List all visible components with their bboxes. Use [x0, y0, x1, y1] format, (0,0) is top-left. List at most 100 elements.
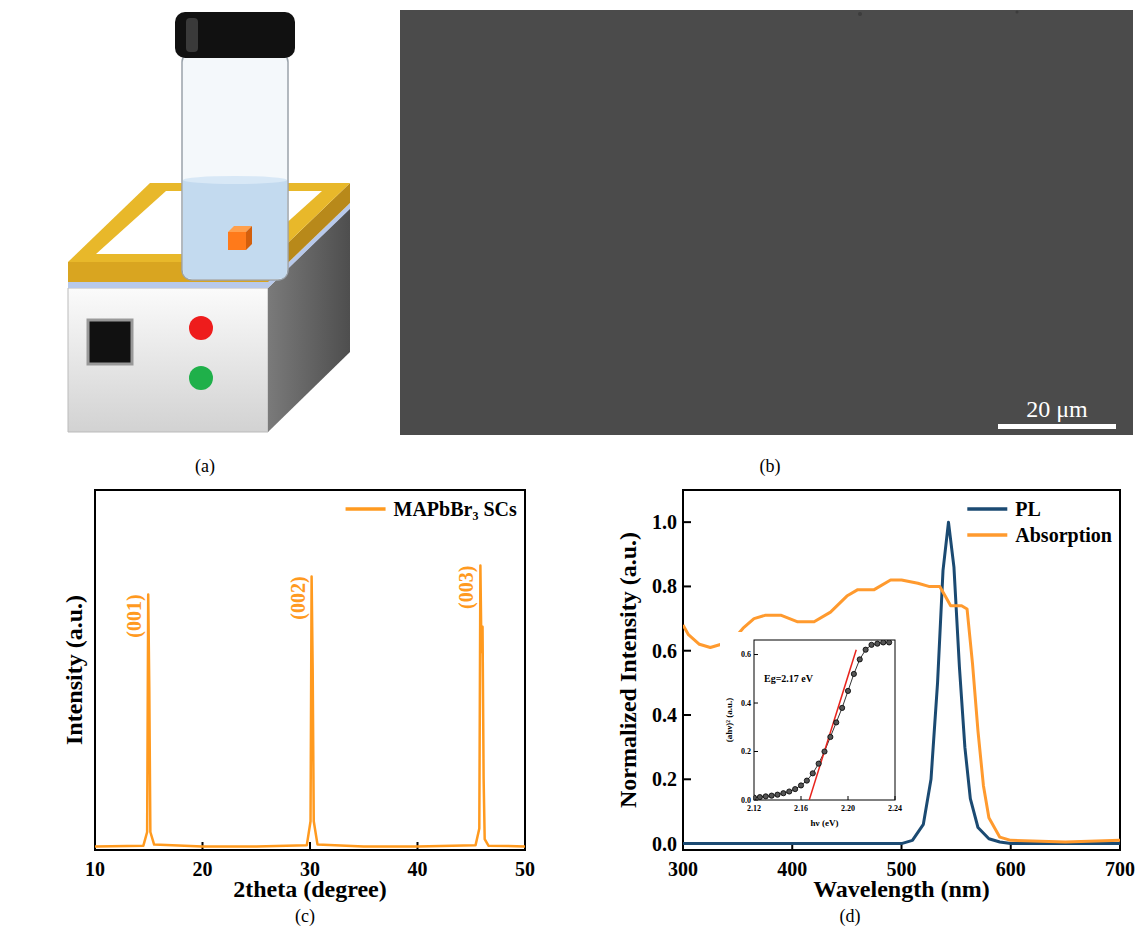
point — [793, 786, 798, 791]
x-axis-title: hν (eV) — [811, 818, 839, 828]
y-tick — [683, 778, 691, 780]
sem-background — [400, 10, 1133, 435]
y-tick — [683, 521, 691, 523]
data — [95, 566, 525, 847]
red-button — [189, 316, 213, 340]
x-tick — [801, 796, 802, 800]
x-tick-label: 2.20 — [841, 804, 855, 813]
point — [881, 640, 886, 645]
y-tick-label: 0.6 — [652, 640, 677, 662]
point — [869, 642, 874, 647]
legend-swatch — [967, 507, 1007, 511]
y-axis-title: Intensity (a.u.) — [61, 595, 87, 745]
data — [683, 522, 1120, 843]
x-tick — [309, 842, 311, 850]
y-tick — [754, 703, 758, 704]
peak-label: (001) — [123, 594, 146, 637]
x-tick-label: 2.16 — [794, 804, 808, 813]
point — [787, 789, 792, 794]
frame — [683, 490, 1120, 850]
peak-label: (002) — [287, 576, 310, 619]
y-tick — [754, 751, 758, 752]
point — [769, 793, 774, 798]
series-line — [95, 566, 525, 847]
y-axis-title: Normalized Intensity (a.u.) — [615, 532, 641, 808]
crystal-front — [228, 232, 246, 250]
point — [757, 794, 762, 799]
x-tick-label: 2.12 — [747, 804, 761, 813]
x-tick-label: 50 — [515, 858, 535, 880]
point — [875, 641, 880, 646]
plot: 2.122.162.202.240.00.20.40.6hν (eV)(ahν)… — [720, 632, 902, 832]
panel-label: (a) — [195, 456, 215, 477]
point — [834, 720, 839, 725]
legend-swatch — [346, 507, 386, 511]
x-tick-label: 300 — [668, 858, 698, 880]
y-tick — [754, 654, 758, 655]
eg-label: Eg=2.17 eV — [764, 673, 814, 684]
y-tick-label: 0.0 — [741, 796, 751, 805]
cap-shine — [186, 18, 198, 52]
crystal-side — [246, 226, 252, 250]
x-tick — [848, 796, 849, 800]
x-tick-label: 20 — [193, 858, 213, 880]
point — [763, 794, 768, 799]
scale-bar-label: 20 μm — [1026, 396, 1088, 422]
y-tick-label: 0.2 — [652, 768, 677, 790]
point — [816, 761, 821, 766]
x-axis-title: Wavelength (nm) — [813, 876, 990, 902]
data — [754, 640, 892, 800]
schematic — [68, 12, 350, 432]
y-tick — [683, 714, 691, 716]
plot: 3004005006007000.00.20.40.60.81.0Wavelen… — [615, 490, 1135, 902]
point — [775, 792, 780, 797]
point — [781, 791, 786, 796]
cap — [175, 12, 295, 58]
legend-swatch — [967, 533, 1007, 537]
plot: 10203040502theta (degree)Intensity (a.u.… — [61, 490, 535, 902]
panel-label: (d) — [840, 906, 861, 927]
point — [851, 671, 856, 676]
y-tick-label: 0.8 — [652, 575, 677, 597]
panel-label: (c) — [295, 906, 315, 927]
frame — [754, 640, 895, 800]
y-tick-label: 0.2 — [741, 747, 751, 756]
point — [857, 657, 862, 662]
point — [754, 795, 757, 800]
x-tick-label: 400 — [777, 858, 807, 880]
fit-line — [809, 650, 856, 800]
y-tick-label: 0.0 — [652, 833, 677, 855]
y-tick-label: 0.4 — [741, 699, 751, 708]
sem-image: 20 μm — [400, 10, 1133, 435]
x-tick-label: 40 — [408, 858, 428, 880]
solution-surface — [183, 176, 287, 184]
solution — [183, 180, 287, 279]
frame — [95, 490, 525, 850]
legend-label: MAPbBr₃ SCs — [394, 498, 517, 520]
y-tick-label: 0.6 — [741, 650, 751, 659]
scale-bar — [998, 424, 1116, 429]
point — [822, 749, 827, 754]
y-tick-label: 0.4 — [652, 704, 677, 726]
point — [840, 705, 845, 710]
point — [798, 783, 803, 788]
hotplate-front — [68, 288, 268, 432]
figure: 20 μm(a)(b)(c)(d)10203040502theta (degre… — [0, 0, 1136, 930]
point — [810, 771, 815, 776]
panel-label: (b) — [760, 456, 781, 477]
y-tick-label: 1.0 — [652, 511, 677, 533]
speck — [858, 12, 862, 16]
curve — [754, 642, 889, 797]
series-line — [683, 580, 1120, 842]
legend-label: PL — [1015, 498, 1041, 520]
green-button — [189, 366, 213, 390]
x-tick-label: 10 — [85, 858, 105, 880]
y-tick — [683, 650, 691, 652]
inset-background — [720, 632, 900, 832]
point — [828, 734, 833, 739]
peak-label: (003) — [455, 566, 478, 609]
legend-label: Absorption — [1015, 524, 1112, 547]
x-axis-title: 2theta (degree) — [233, 876, 387, 902]
point — [887, 640, 892, 645]
y-axis-title: (ahν)² (a.u.) — [724, 698, 734, 742]
